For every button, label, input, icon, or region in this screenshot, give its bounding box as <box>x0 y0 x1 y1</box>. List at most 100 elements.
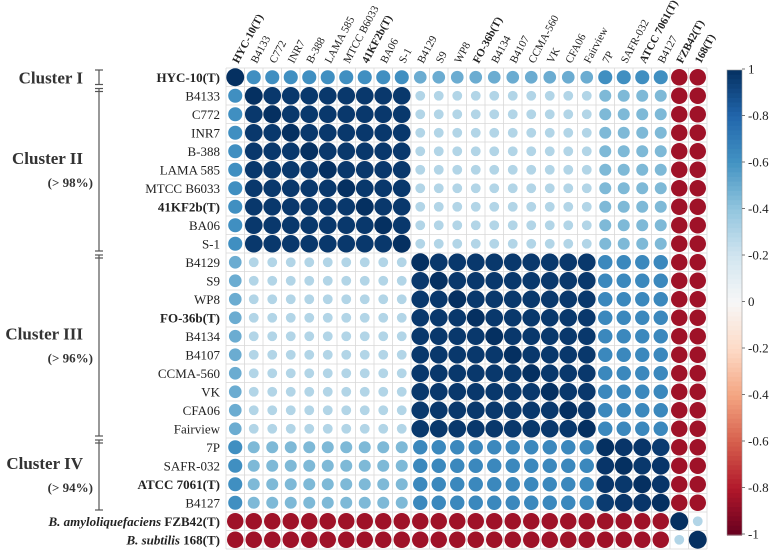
corr-circle <box>524 440 539 455</box>
colorbar-segment <box>727 107 742 113</box>
corr-circle <box>304 349 315 360</box>
corr-circle <box>633 493 652 512</box>
corr-circle <box>244 179 263 198</box>
corr-circle <box>489 238 500 249</box>
corr-circle <box>503 382 522 401</box>
corr-circle <box>411 253 430 272</box>
corr-circle <box>507 238 518 249</box>
corr-circle <box>396 331 407 342</box>
corr-circle <box>395 478 408 491</box>
corr-circle <box>581 164 592 175</box>
corr-circle <box>228 107 243 122</box>
corr-circle <box>263 123 282 142</box>
corr-circle <box>228 199 243 214</box>
corr-circle <box>636 219 649 232</box>
colorbar-segment <box>727 274 742 280</box>
corr-circle <box>378 405 389 416</box>
corr-circle <box>616 329 631 344</box>
corr-circle <box>341 405 352 416</box>
corr-circle <box>651 438 670 457</box>
corr-circle <box>267 312 278 323</box>
corr-circle <box>413 477 428 492</box>
colorbar-segment <box>727 176 742 183</box>
corr-circle <box>489 146 500 157</box>
corr-circle <box>468 477 483 492</box>
corr-circle <box>392 105 411 124</box>
corr-circle <box>431 495 446 510</box>
corr-circle <box>429 345 448 364</box>
corr-circle <box>248 331 259 342</box>
colorbar-segment <box>727 479 742 485</box>
corr-circle <box>377 459 390 472</box>
corr-circle <box>579 458 594 473</box>
corr-circle <box>470 183 481 194</box>
corr-circle <box>596 493 615 512</box>
corr-circle <box>359 349 370 360</box>
corr-circle <box>392 197 411 216</box>
corr-circle <box>485 327 504 346</box>
corr-circle <box>228 162 243 177</box>
corr-circle <box>392 123 411 142</box>
colorbar-tick-label: -0.8 <box>748 480 769 495</box>
corr-circle <box>411 382 430 401</box>
corr-circle <box>374 216 393 235</box>
corr-circle <box>263 160 282 179</box>
corr-circle <box>540 364 559 383</box>
corr-circle <box>671 346 688 363</box>
corr-circle <box>526 164 537 175</box>
corr-circle <box>281 123 300 142</box>
corr-circle <box>544 220 555 231</box>
colorbar-segment <box>727 469 742 476</box>
colorbar-segment <box>727 455 742 462</box>
corr-circle <box>542 477 557 492</box>
corr-circle <box>577 345 596 364</box>
corr-circle <box>635 421 650 436</box>
corr-circle <box>378 312 389 323</box>
corr-circle <box>559 308 578 327</box>
corr-circle <box>415 220 426 231</box>
corr-circle <box>341 368 352 379</box>
corr-circle <box>559 253 578 272</box>
corr-circle <box>263 234 282 253</box>
corr-circle <box>524 70 538 84</box>
corr-circle <box>337 160 356 179</box>
colorbar-segment <box>727 321 742 327</box>
corr-circle <box>653 329 668 344</box>
corr-circle <box>689 402 706 419</box>
corr-circle <box>393 531 410 548</box>
corr-circle <box>466 382 485 401</box>
corr-circle <box>653 292 668 307</box>
corr-circle <box>304 312 315 323</box>
corr-circle <box>470 127 481 138</box>
column-label: INR7 <box>286 38 308 66</box>
corr-circle <box>654 108 667 121</box>
corr-circle <box>322 312 333 323</box>
corr-circle <box>542 440 557 455</box>
corr-circle <box>285 294 296 305</box>
corr-circle <box>598 384 613 399</box>
colorbar-segment <box>727 125 742 132</box>
colorbar-segment <box>727 409 742 415</box>
corr-circle <box>284 478 297 491</box>
corr-circle <box>281 160 300 179</box>
row-label: B4107 <box>185 347 220 362</box>
corr-circle <box>303 459 316 472</box>
corr-circle <box>228 366 242 380</box>
corr-circle <box>506 70 520 84</box>
corr-circle <box>526 238 537 249</box>
row-label: LAMA 585 <box>160 162 220 177</box>
corr-circle <box>671 161 688 178</box>
corr-circle <box>267 257 278 268</box>
corr-circle <box>654 200 667 213</box>
corr-circle <box>560 531 577 548</box>
corr-circle <box>285 423 296 434</box>
corr-circle <box>358 459 371 472</box>
corr-circle <box>322 368 333 379</box>
corr-circle <box>671 69 688 86</box>
colorbar-segment <box>727 530 742 536</box>
corr-circle <box>431 458 446 473</box>
corr-circle <box>415 183 426 194</box>
colorbar-segment <box>727 460 742 466</box>
corr-circle <box>355 105 374 124</box>
corr-circle <box>577 327 596 346</box>
